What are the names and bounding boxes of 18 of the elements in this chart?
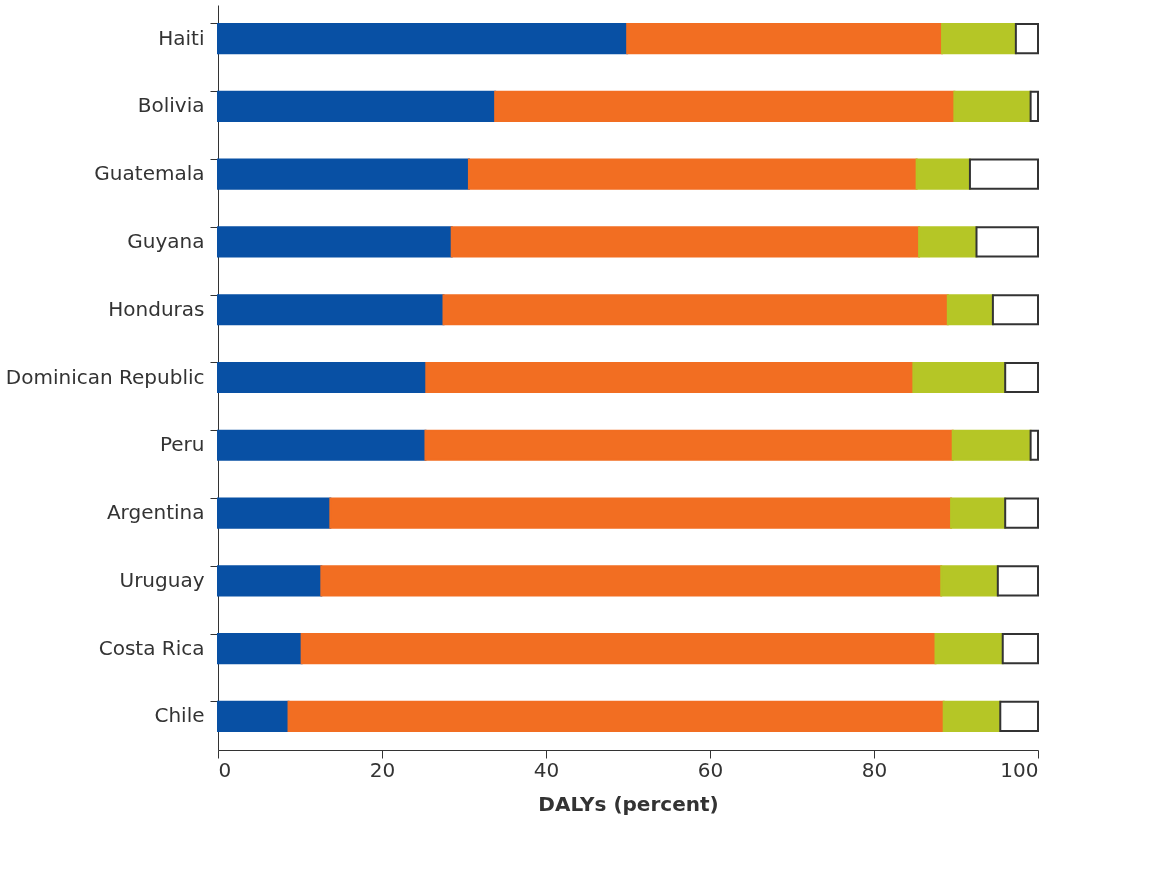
y-tick-label: Peru <box>159 432 205 457</box>
y-tick-label: Dominican Republic <box>5 364 205 389</box>
y-tick-label: Argentina <box>106 500 205 525</box>
x-tick-label: 80 <box>861 757 888 782</box>
y-tick-label: Chile <box>154 703 205 728</box>
y-tick-label: Guatemala <box>94 161 205 186</box>
x-tick-label: 20 <box>369 757 396 782</box>
y-tick-label: Uruguay <box>119 567 205 592</box>
x-tick-label: 100 <box>1000 757 1039 782</box>
y-tick-label: Haiti <box>158 25 205 50</box>
y-tick-label: Honduras <box>108 296 205 321</box>
x-axis-title: DALYs (percent) <box>538 791 719 816</box>
x-tick-label: 0 <box>218 757 232 782</box>
y-tick-label: Bolivia <box>137 93 205 118</box>
x-tick-label: 40 <box>533 757 560 782</box>
y-tick-label: Costa Rica <box>98 635 205 660</box>
x-tick-label: 60 <box>697 757 724 782</box>
y-tick-label: Guyana <box>127 228 205 253</box>
